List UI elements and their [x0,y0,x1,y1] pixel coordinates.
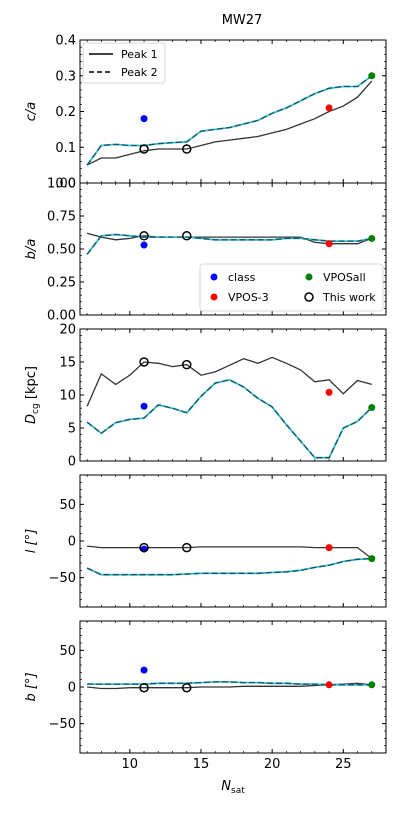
legend-marker-vpos3 [210,293,218,301]
marker-vpos3 [325,681,333,689]
y-tick-label: 0 [68,535,76,550]
marker-this-work [139,144,149,154]
y-axis-label: c/a [24,102,39,122]
series-line-peak2 [86,379,373,459]
series-line-peak1 [86,232,373,245]
y-tick-label: 0 [68,455,76,470]
legend-label: VPOS-3 [228,291,269,304]
y-axis-label: l [°] [24,529,39,553]
marker-this-work [181,359,192,370]
marker-vposall [368,681,376,689]
series-line-peak1 [86,356,372,407]
marker-class [140,115,148,123]
legend-frame [199,263,384,312]
series-line-peak1 [87,545,373,560]
marker-class [140,666,148,674]
legend-label: Peak 2 [121,66,158,79]
axes-frame [79,328,387,462]
panel-5: −50 0 50 10 15 20 25 b [°] Nsat [24,620,387,796]
legend-marker-vposall [305,273,313,281]
marker-vposall [368,234,376,242]
marker-class [140,241,148,249]
marker-this-work [139,357,149,367]
x-tick-label: 20 [264,757,281,772]
y-axis-label: b [°] [24,672,39,701]
marker-vpos3 [325,388,333,396]
legend-lines: Peak 1 Peak 2 [82,42,166,84]
legend-label: VPOSall [323,271,366,284]
y-tick-label: 0.1 [55,141,76,156]
y-tick-label: 0.75 [47,210,76,225]
marker-this-work [181,682,192,693]
y-tick-label: 5 [68,422,76,437]
marker-vpos3 [325,104,333,112]
figure-title: MW27 [222,13,263,28]
marker-this-work [139,682,149,693]
panel-3: 0 5 10 15 20 Dcg [kpc] [24,323,387,470]
legend-label: class [228,271,256,284]
x-tick-label: 10 [122,757,139,772]
marker-vposall [368,555,376,563]
y-tick-label: 0.50 [47,243,76,258]
marker-vpos3 [325,240,333,248]
y-tick-label: 0.3 [55,69,76,84]
y-tick-label: 1.00 [47,177,76,192]
panel-4: −50 0 50 l [°] [24,474,387,608]
marker-vpos3 [325,544,333,552]
marker-class [140,402,148,410]
y-tick-label: 50 [59,644,76,659]
legend-label: This work [322,291,376,304]
marker-this-work [181,542,192,553]
marker-vposall [368,72,376,80]
y-tick-label: 50 [59,498,76,513]
marker-this-work [139,542,149,553]
series-line-peak2-under [86,75,373,166]
legend-marker-class [210,273,218,281]
y-tick-label: 0.25 [47,276,76,291]
y-tick-label: 0.00 [47,309,76,324]
y-tick-label: 20 [59,323,76,338]
legend-marker-this-work [304,292,314,302]
y-tick-label: 0.4 [55,34,76,49]
panel-1: 0.0 0.1 0.2 0.3 0.4 c/a Peak 1 Peak 2 [24,34,387,192]
marker-vposall [368,404,376,412]
panel-2: 0.00 0.25 0.50 0.75 1.00 b/a class VPOSall VPOS-… [24,177,387,324]
y-tick-label: −50 [49,717,76,732]
series-line-peak1 [86,80,373,166]
y-axis-label: Dcg [kpc] [24,366,41,424]
x-tick-label: 15 [193,757,210,772]
x-axis-label: Nsat [221,779,245,796]
legend-label: Peak 1 [121,48,158,61]
y-axis-label: b/a [24,239,39,260]
y-tick-label: 0.2 [55,105,76,120]
y-tick-label: 10 [59,389,76,404]
marker-this-work [139,231,149,241]
series-line-peak2 [87,681,372,686]
series-line-peak2 [86,557,372,576]
legend-frame [82,42,166,84]
x-tick-label: 25 [335,757,352,772]
marker-this-work [181,231,192,241]
y-tick-label: 0.0 [55,177,76,192]
axes-frame [79,474,387,608]
y-tick-label: −50 [49,571,76,586]
series-line-peak2-under [86,557,372,576]
marker-this-work [181,144,192,154]
series-line-peak2 [86,75,373,166]
y-tick-label: 0 [68,681,76,696]
y-tick-label: 15 [59,356,76,371]
series-line-peak2 [86,233,372,255]
legend-markers: class VPOSall VPOS-3 This work [199,263,384,312]
